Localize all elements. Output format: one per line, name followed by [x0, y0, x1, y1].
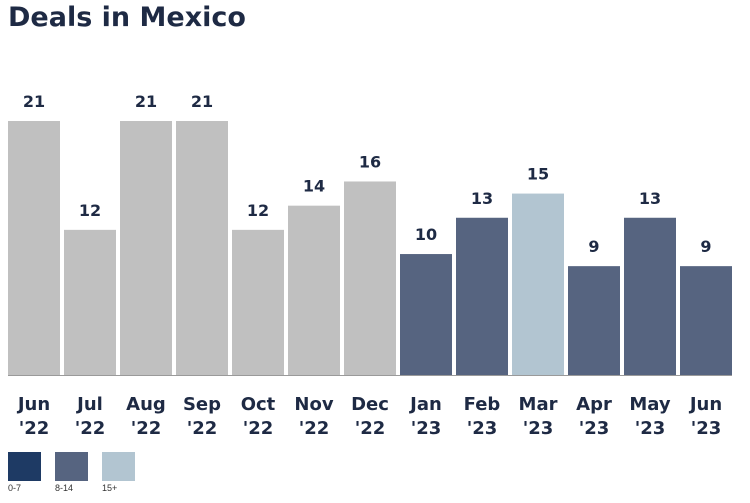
bar: [456, 217, 508, 375]
bar-value-label: 9: [588, 237, 599, 256]
bar: [344, 181, 396, 375]
x-tick-month: Jan: [408, 394, 442, 415]
bar-value-label: 12: [247, 201, 269, 220]
x-tick-year: '22: [75, 418, 106, 439]
x-tick-year: '22: [355, 418, 386, 439]
x-tick-year: '23: [691, 418, 722, 439]
bar: [176, 121, 228, 375]
bar-value-label: 16: [359, 152, 381, 171]
bar-chart: 21 12 21 21 12 14 16 10 13 15 9 13 9 Jun '22 Jul '22 Aug…: [8, 92, 732, 439]
bar-value-label: 15: [527, 165, 549, 184]
x-tick-month: Dec: [351, 394, 389, 415]
bar: [8, 121, 60, 375]
bar: [64, 229, 116, 375]
x-tick-year: '23: [467, 418, 498, 439]
x-tick-labels: Jun '22 Jul '22 Aug '22 Sep '22 Oct '22 Nov '22 Dec '…: [16, 394, 722, 439]
x-tick-year: '22: [19, 418, 50, 439]
x-tick-month: Aug: [126, 394, 166, 415]
x-tick-year: '23: [411, 418, 442, 439]
legend-swatch-high: [102, 452, 135, 481]
x-tick-year: '22: [187, 418, 218, 439]
bar-value-label: 12: [79, 201, 101, 220]
legend-label-mid: 8-14: [55, 483, 74, 493]
legend-label-low: 0-7: [8, 483, 22, 493]
bar-value-label: 21: [135, 92, 157, 111]
chart-title: Deals in Mexico: [8, 2, 246, 33]
x-tick-year: '22: [299, 418, 330, 439]
x-tick-month: Mar: [519, 394, 558, 415]
legend-item-low: 0-7: [8, 452, 41, 493]
bar-value-label: 21: [23, 92, 45, 111]
bar-group: [8, 121, 732, 375]
x-tick-month: Feb: [464, 394, 501, 415]
x-tick-month: Oct: [241, 394, 276, 415]
value-labels: 21 12 21 21 12 14 16 10 13 15 9 13 9: [23, 92, 712, 256]
bar: [624, 217, 676, 375]
x-tick-year: '23: [635, 418, 666, 439]
bar-value-label: 13: [639, 189, 661, 208]
bar: [288, 205, 340, 375]
bar-value-label: 21: [191, 92, 213, 111]
bar: [680, 266, 732, 375]
bar: [400, 254, 452, 375]
legend-swatch-low: [8, 452, 41, 481]
legend-item-mid: 8-14: [55, 452, 88, 493]
bar: [512, 193, 564, 375]
x-tick-year: '22: [243, 418, 274, 439]
legend-swatch-mid: [55, 452, 88, 481]
x-tick-month: Sep: [183, 394, 221, 415]
x-tick-month: Nov: [294, 394, 333, 415]
x-tick-month: Jul: [75, 394, 103, 415]
bar-value-label: 9: [700, 237, 711, 256]
bar: [568, 266, 620, 375]
x-tick-month: Jun: [688, 394, 722, 415]
bar-value-label: 14: [303, 177, 325, 196]
bar-value-label: 13: [471, 189, 493, 208]
bar: [120, 121, 172, 375]
x-tick-year: '23: [523, 418, 554, 439]
x-tick-year: '23: [579, 418, 610, 439]
x-tick-year: '22: [131, 418, 162, 439]
x-tick-month: May: [629, 394, 671, 415]
legend-label-high: 15+: [102, 483, 118, 493]
bar: [232, 229, 284, 375]
bar-value-label: 10: [415, 225, 437, 244]
legend: 0-7 8-14 15+: [8, 452, 135, 493]
x-tick-month: Apr: [576, 394, 612, 415]
x-tick-month: Jun: [16, 394, 50, 415]
legend-item-high: 15+: [102, 452, 135, 493]
